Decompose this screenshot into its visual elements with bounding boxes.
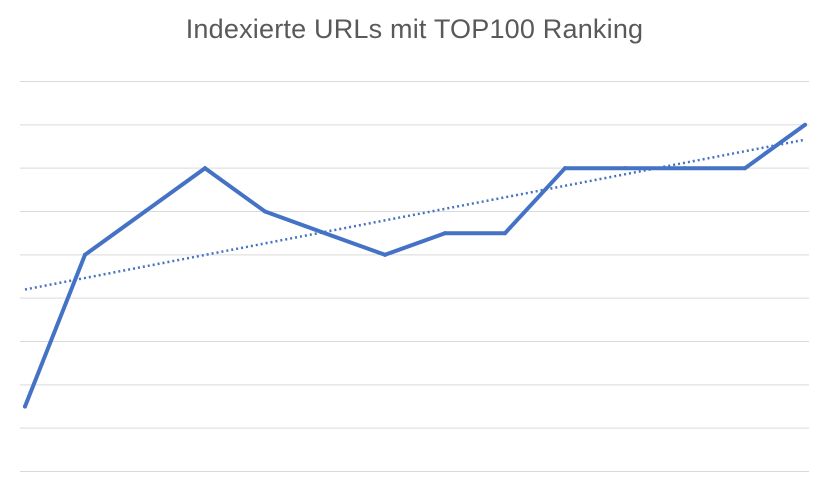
data-point <box>623 166 627 171</box>
data-point <box>23 404 27 409</box>
data-point <box>143 209 147 214</box>
data-point <box>383 252 387 257</box>
data-point <box>563 166 567 171</box>
data-point <box>203 166 207 171</box>
data-point <box>323 231 327 236</box>
data-point <box>263 209 267 214</box>
data-point <box>803 122 807 127</box>
data-point <box>443 231 447 236</box>
data-point <box>83 252 87 257</box>
data-point <box>503 231 507 236</box>
trendline <box>24 138 806 291</box>
data-point <box>683 166 687 171</box>
data-point <box>743 166 747 171</box>
series-line <box>23 122 807 409</box>
chart-title: Indexierte URLs mit TOP100 Ranking <box>185 14 644 44</box>
